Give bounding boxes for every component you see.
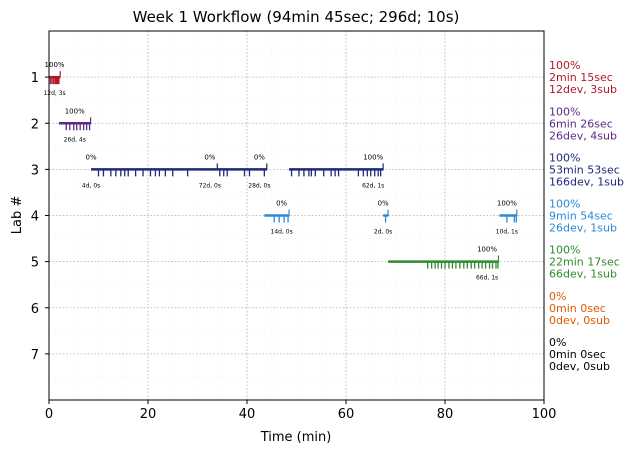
lab-7-summary-line: 0dev, 0sub [549,360,610,373]
lab-3-info-label: 4d, 0s [82,182,100,189]
lab-2-summary-line: 6min 26sec [549,117,613,130]
lab-5-summary-line: 100% [549,244,580,257]
x-tick-label: 0 [45,407,53,422]
lab-6-summary-line: 0min 0sec [549,302,606,315]
lab-5-summary-line: 22min 17sec [549,256,620,269]
lab-5-summary-line: 66dev, 1sub [549,268,617,281]
lab-1-summary-line: 12dev, 3sub [549,83,617,96]
lab-3-pct-label: 0% [86,153,97,161]
lab-4-summary-line: 100% [549,198,580,211]
lab-3-summary-line: 100% [549,151,580,164]
lab-3-pct-label: 100% [363,153,383,161]
lab-2-row: 100% 26d, 4s [58,107,92,143]
y-tick-label: 3 [31,163,39,178]
lab-3-summary-line: 166dev, 1sub [549,175,624,188]
lab-1-info-label: 12d, 3s [43,90,65,97]
lab-3-summary-line: 53min 53sec [549,163,620,176]
lab-4-row: 0% 14d, 0s 0% 2d, 0s 100% 10d, 1s [264,200,518,236]
y-tick-label: 5 [31,256,39,271]
lab-5-info-label: 66d, 1s [476,275,498,282]
lab-2-summary-line: 100% [549,105,580,118]
x-tick-label: 20 [140,407,157,422]
axis-layer: 0 20 40 60 80 100 1 2 3 4 5 6 7 [31,71,557,422]
lab-2-pct-label: 100% [65,107,85,115]
y-axis-label: Lab # [10,196,25,235]
lab-3-info-label: 62d, 1s [362,182,384,189]
lab-3-pct-label: 0% [254,153,265,161]
lab-1-summary-line: 100% [549,59,580,72]
lab-5-row: 100% 66d, 1s [388,246,500,282]
lab-3-row: 0% 4d, 0s 0% 72d, 0s 0% 28d, 0s 100% 62d, 1s [82,153,384,189]
x-tick-label: 60 [338,407,355,422]
lab-7-summary-line: 0% [549,336,566,349]
lab-7-summary-line: 0min 0sec [549,348,606,361]
x-axis-label: Time (min) [260,430,332,445]
lab-4-pct-label: 100% [497,200,517,208]
lab-2-summary-line: 26dev, 4sub [549,129,617,142]
lab-3-info-label: 28d, 0s [248,182,270,189]
lab-1-pct-label: 100% [45,61,65,69]
lab-6-summary-line: 0dev, 0sub [549,314,610,327]
lab-1-summary-line: 2min 15sec [549,71,613,84]
x-tick-label: 100 [532,407,557,422]
lab-3-info-label: 72d, 0s [199,182,221,189]
lab-4-summary-line: 26dev, 1sub [549,222,617,235]
y-tick-label: 2 [31,117,39,132]
lab-3-pct-label: 0% [204,153,215,161]
lab-4-summary-line: 9min 54sec [549,210,613,223]
lab-1-row: 100% 12d, 3s [43,61,65,97]
lab-4-pct-label: 0% [276,200,287,208]
lab-2-info-label: 26d, 4s [64,136,86,143]
y-tick-label: 6 [31,302,39,317]
lab-4-info-label: 14d, 0s [271,229,293,236]
lab-4-info-label: 10d, 1s [496,229,518,236]
lab-6-summary-line: 0% [549,290,566,303]
x-tick-label: 80 [437,407,454,422]
lab-5-pct-label: 100% [477,246,497,254]
lab-4-pct-label: 0% [378,200,389,208]
chart-title: Week 1 Workflow (94min 45sec; 296d; 10s) [133,8,460,26]
y-tick-label: 4 [31,210,39,225]
lab-4-info-label: 2d, 0s [374,229,392,236]
y-tick-label: 1 [31,71,39,86]
x-tick-label: 40 [239,407,256,422]
y-tick-label: 7 [31,348,39,363]
